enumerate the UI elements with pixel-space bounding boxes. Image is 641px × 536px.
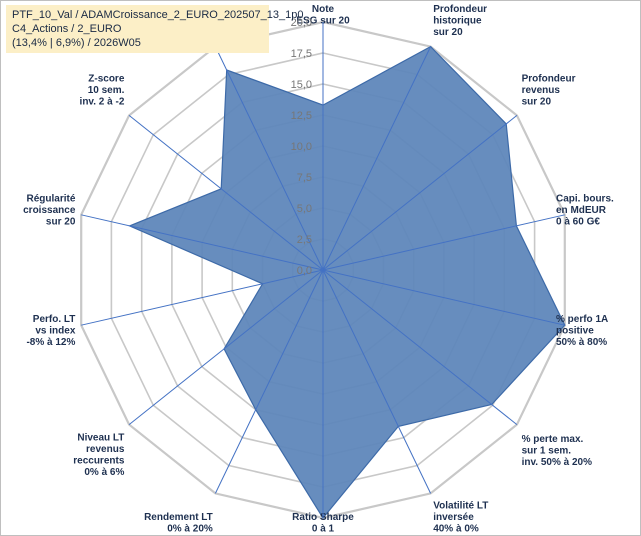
tick-label: 20,0 — [291, 17, 312, 29]
axis-label-line: Volatilité LT — [433, 501, 488, 512]
axis-label-line: Z-score — [88, 73, 125, 84]
axis-label: Profondeur revenus sur 20 — [522, 73, 576, 107]
tick-label: 0,0 — [297, 265, 312, 277]
axis-label-line: 10 sem. — [88, 85, 125, 96]
axis-label: Perfo. LT vs index -8% à 12% — [26, 314, 75, 348]
axis-spoke — [322, 269, 518, 425]
axis-label-line: Profondeur — [433, 4, 487, 15]
axis-label-line: en MdEUR — [556, 205, 607, 216]
axis-label-line: 0% à 20% — [167, 524, 213, 535]
axis-label-line: inversée — [433, 512, 474, 523]
axis-label-line: Capi. bours. — [556, 194, 614, 205]
axis-label-line: Note — [312, 4, 335, 15]
axis-label-line: revenus — [522, 85, 561, 96]
radial-tick-labels: 0,0 2,5 5,0 7,5 10,0 12,5 15,0 17,5 20,0 — [291, 17, 312, 277]
axis-label-line: 0 à 60 G€ — [556, 217, 600, 228]
axis-label: Profondeur historique sur 20 — [433, 4, 487, 38]
axis-label-line: Niveau LT — [77, 432, 124, 443]
axis-label-line: Rendement LT — [144, 512, 213, 523]
axis-label-line: % perte max. — [522, 434, 584, 445]
axis-label-line: sur 20 — [46, 217, 76, 228]
axis-label-line: historique — [433, 16, 482, 27]
axis-label-line: -8% à 12% — [26, 337, 75, 348]
tick-label: 10,0 — [291, 141, 312, 153]
axis-label-line: Régularité — [26, 194, 75, 205]
axis-label-line: vs index — [35, 325, 75, 336]
axis-label-line: 50% à 80% — [556, 337, 607, 348]
axis-spoke — [322, 46, 432, 271]
axis-label-line: inv. 2 à -2 — [80, 96, 125, 107]
axis-label-line: sur 1 sem. — [522, 446, 572, 457]
axis-label-line: ESG sur 20 — [296, 16, 350, 27]
axis-spoke — [81, 269, 324, 326]
axis-label: % perfo 1A positive 50% à 80% — [556, 314, 608, 348]
axis-spoke — [322, 269, 565, 326]
axis-label: Z-score 10 sem. inv. 2 à -2 — [80, 73, 125, 107]
axis-label: Niveau LT revenus reccurents 0% à 6% — [73, 432, 125, 478]
portfolio-info-box: PTF_10_Val / ADAMCroissance_2_EURO_20250… — [6, 5, 303, 53]
axis-spoke — [81, 214, 324, 271]
tick-label: 15,0 — [291, 79, 312, 91]
axis-label-line: 40% à 0% — [433, 524, 479, 535]
axis-label-line: % perfo 1A — [556, 314, 608, 325]
axis-label-line: 0 à 1 — [312, 524, 335, 535]
axis-spoke — [322, 115, 518, 271]
tick-label: 12,5 — [291, 110, 312, 122]
axis-label: Note ESG sur 20 — [296, 4, 350, 27]
axis-label-line: Perfo. LT — [33, 314, 76, 325]
radar-spokes — [81, 22, 565, 518]
axis-label: Rendement LT 0% à 20% — [144, 512, 213, 535]
axis-label-line: sur 20 — [522, 96, 552, 107]
tick-label: 5,0 — [297, 203, 312, 215]
tick-label: 17,5 — [291, 48, 312, 60]
axis-spoke — [214, 46, 324, 271]
axis-label-line: revenus — [86, 444, 125, 455]
axis-spoke — [322, 269, 432, 494]
portfolio-category: C4_Actions / 2_EURO — [12, 23, 122, 35]
axis-label-line: croissance — [23, 205, 76, 216]
axis-spoke — [214, 269, 324, 494]
tick-label: 2,5 — [297, 234, 312, 246]
axis-label-line: positive — [556, 325, 594, 336]
axis-label-line: sur 20 — [433, 27, 463, 38]
axis-label-line: Profondeur — [522, 73, 576, 84]
portfolio-name: PTF_10_Val / ADAMCroissance_2_EURO_20250… — [12, 9, 304, 21]
axis-label-line: inv. 50% à 20% — [522, 457, 593, 468]
axis-spoke — [128, 115, 324, 271]
axis-spoke — [128, 269, 324, 425]
series-area — [128, 45, 566, 520]
axis-spoke — [322, 214, 565, 271]
radar-series — [128, 45, 566, 520]
axis-label-line: 0% à 6% — [84, 467, 124, 478]
tick-label: 7,5 — [297, 172, 312, 184]
axis-label-line: reccurents — [73, 455, 125, 466]
portfolio-stats: (13,4% | 6,9%) / 2026W05 — [12, 37, 141, 49]
axis-label: % perte max. sur 1 sem. inv. 50% à 20% — [522, 434, 593, 468]
axis-label: Régularité croissance sur 20 — [23, 194, 76, 228]
axis-label: Capi. bours. en MdEUR 0 à 60 G€ — [556, 194, 614, 228]
axis-label: Volatilité LT inversée 40% à 0% — [433, 501, 488, 535]
